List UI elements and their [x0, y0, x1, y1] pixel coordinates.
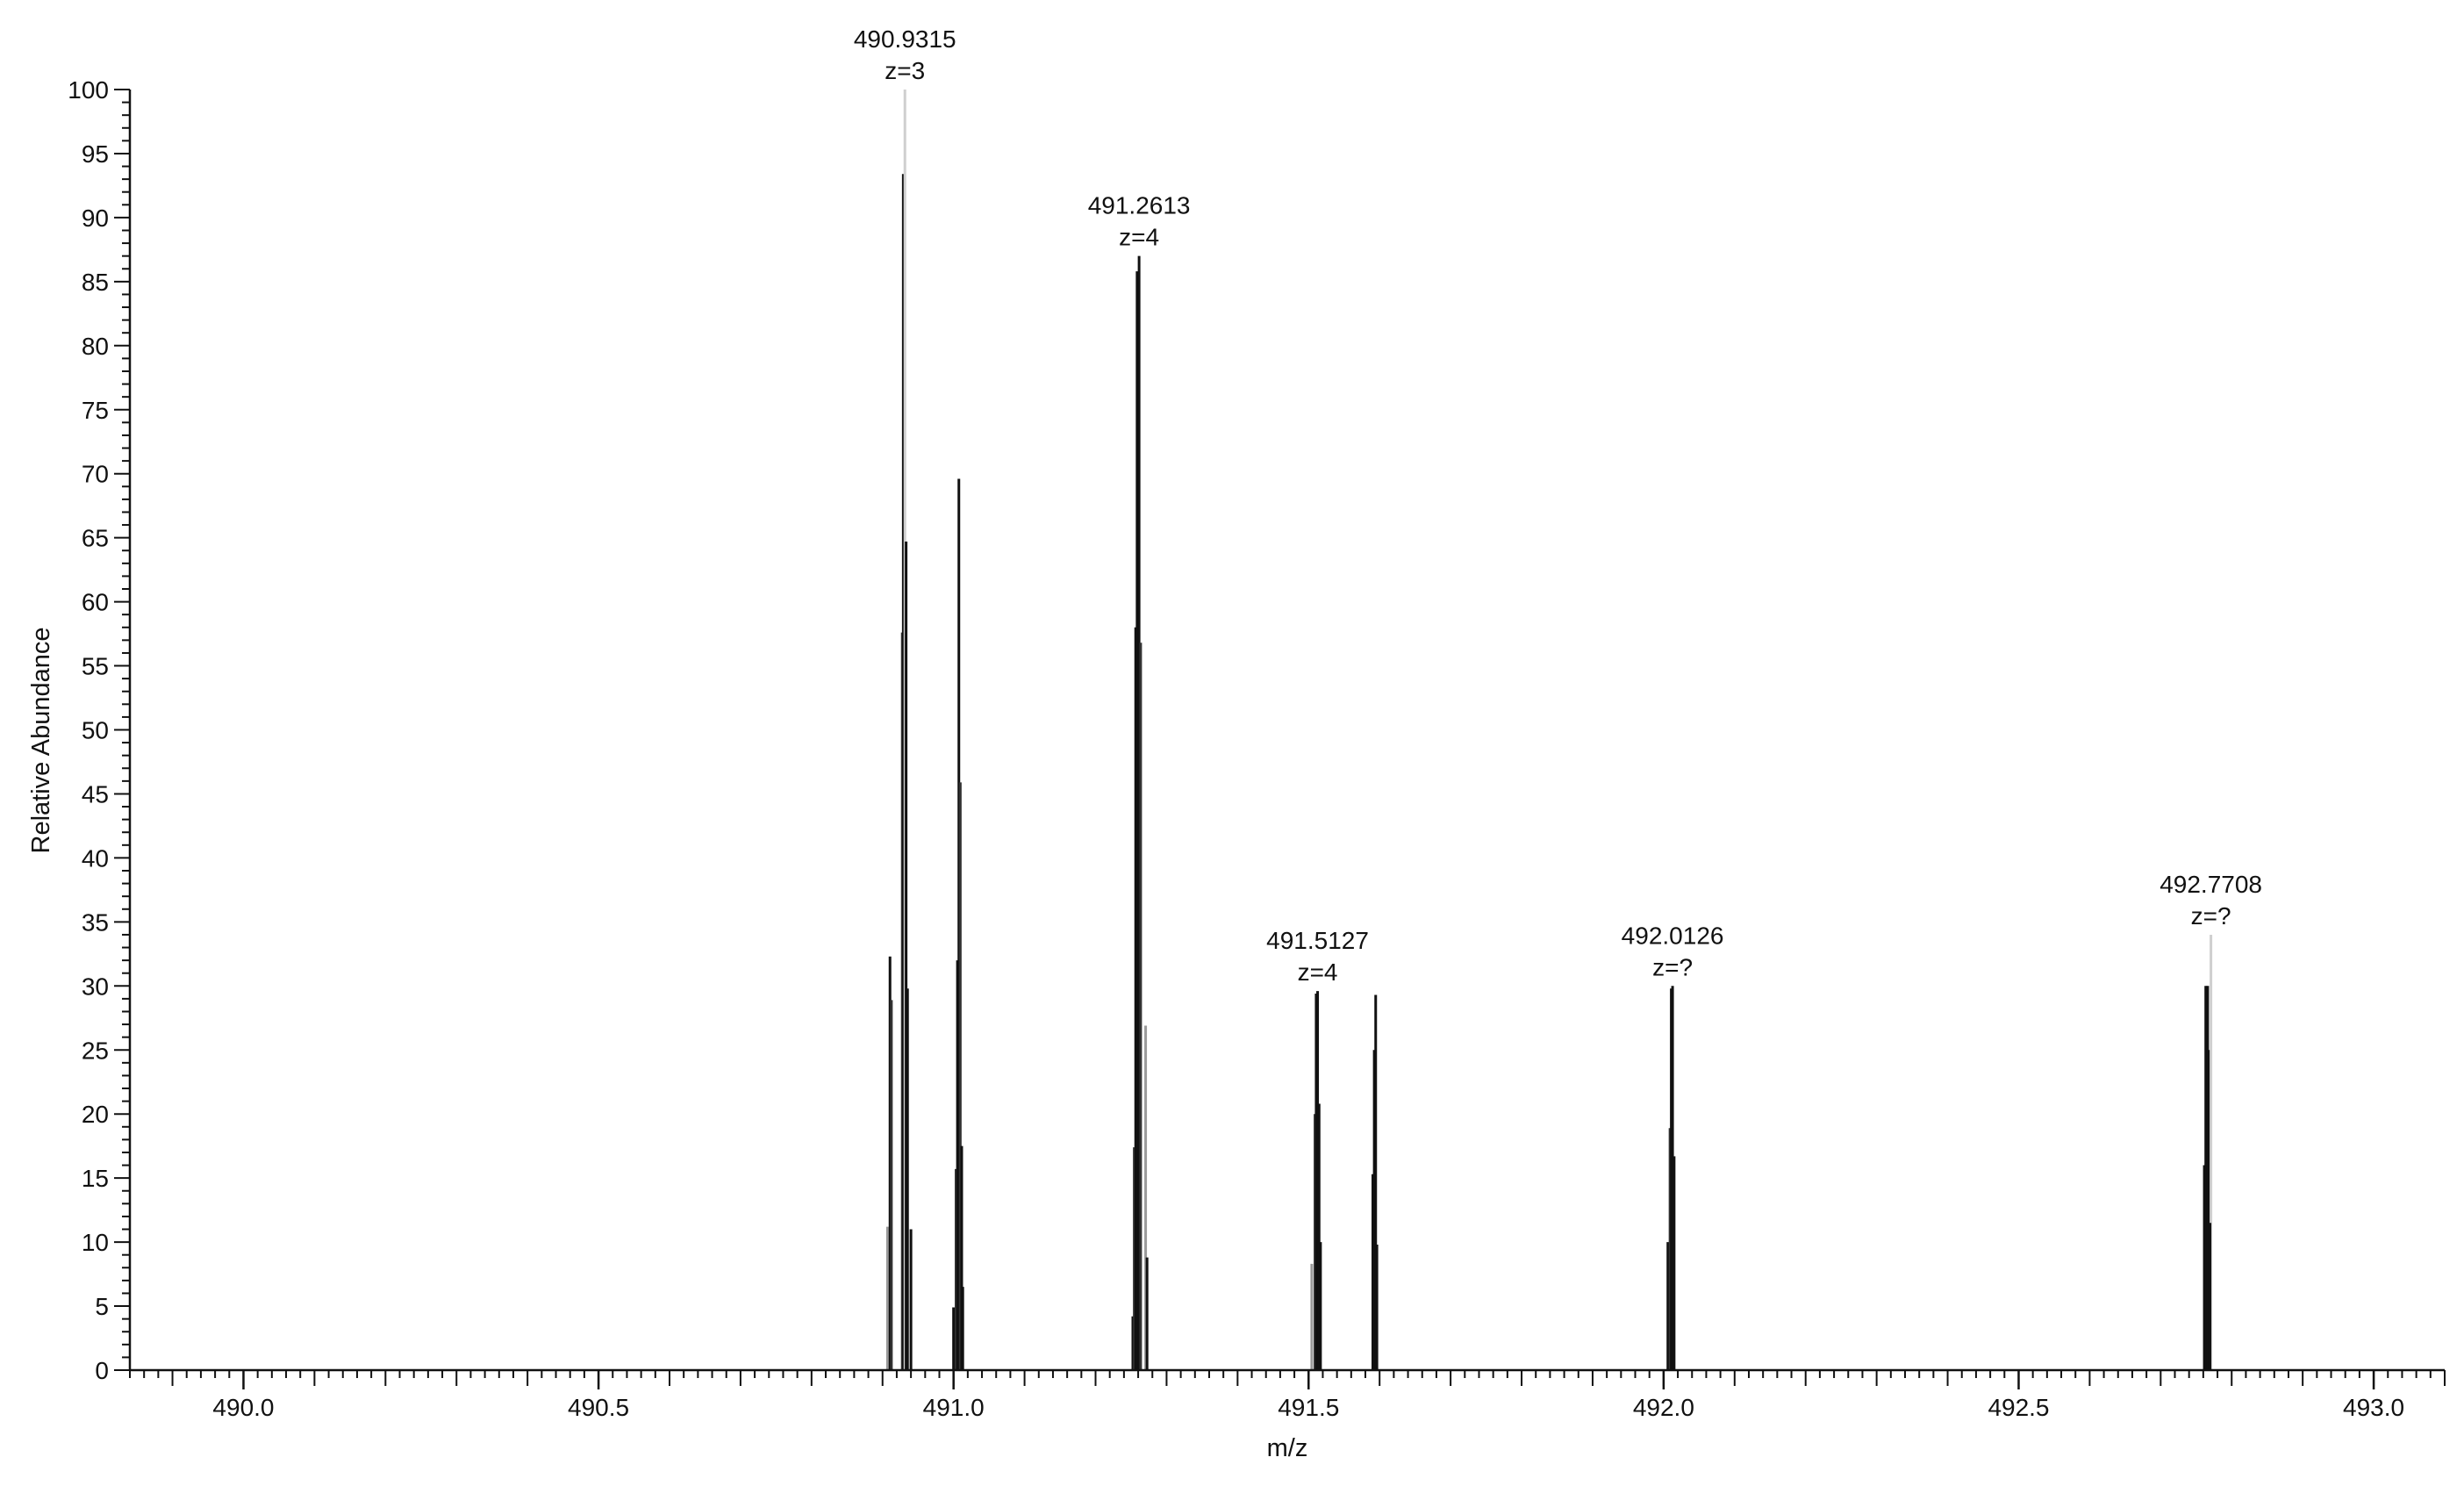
y-tick-label: 0	[95, 1357, 109, 1384]
x-ticks: 490.0 490.5 491.0 491.5 492.0 492.5 493.0	[129, 1370, 2446, 1421]
peak-mz-label: 491.5127	[1266, 927, 1369, 954]
axes-layer	[128, 90, 2445, 1372]
y-ticks: 0 5 10 15 20 25 30 35 40 45 50 55 60 65 70 75 80 85 90 95 10…	[68, 76, 130, 1384]
x-tick-label: 492.0	[1633, 1394, 1694, 1421]
y-tick-label: 85	[82, 269, 109, 296]
x-tick-label: 492.5	[1988, 1394, 2049, 1421]
y-tick-label: 95	[82, 140, 109, 168]
peak-charge-label: z=?	[1652, 953, 1693, 980]
x-tick-label: 491.5	[1278, 1394, 1339, 1421]
peak-charge-label: z=4	[1119, 224, 1159, 251]
y-tick-label: 5	[95, 1293, 109, 1320]
peak-annotations: 490.9315 z=3 491.2613 z=4 491.5127 z=4 492.012…	[854, 25, 2262, 986]
y-tick-label: 35	[82, 908, 109, 936]
y-tick-label: 90	[82, 205, 109, 232]
y-tick-label: 60	[82, 589, 109, 616]
x-tick-label: 491.0	[923, 1394, 985, 1421]
y-tick-label: 25	[82, 1037, 109, 1064]
y-tick-label: 50	[82, 717, 109, 744]
peak-charge-label: z=?	[2191, 902, 2231, 930]
y-tick-label: 70	[82, 461, 109, 488]
y-tick-label: 40	[82, 844, 109, 872]
x-axis-title: m/z	[1267, 1434, 1308, 1462]
x-tick-label: 490.5	[568, 1394, 629, 1421]
peak-charge-label: z=3	[885, 57, 925, 84]
y-tick-label: 45	[82, 780, 109, 808]
peak-mz-label: 490.9315	[854, 25, 956, 53]
y-tick-label: 80	[82, 333, 109, 360]
y-tick-label: 20	[82, 1101, 109, 1128]
x-tick-label: 490.0	[212, 1394, 274, 1421]
peak-mz-label: 492.0126	[1622, 922, 1724, 949]
peak-mz-label: 492.7708	[2160, 871, 2262, 898]
peaks-layer	[885, 90, 2213, 1370]
y-tick-label: 55	[82, 653, 109, 680]
y-tick-label: 10	[82, 1229, 109, 1256]
x-tick-label: 493.0	[2343, 1394, 2404, 1421]
peak-charge-label: z=4	[1298, 958, 1338, 986]
y-tick-label: 65	[82, 525, 109, 552]
y-tick-label: 75	[82, 397, 109, 424]
y-tick-label: 30	[82, 973, 109, 1000]
y-axis-title: Relative Abundance	[27, 628, 55, 854]
peak-mz-label: 491.2613	[1088, 192, 1191, 219]
y-tick-label: 100	[68, 76, 109, 104]
y-tick-label: 15	[82, 1165, 109, 1192]
